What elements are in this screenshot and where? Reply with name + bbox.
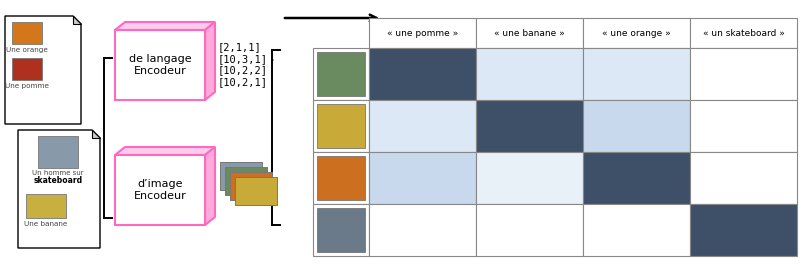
Bar: [690, 48, 797, 100]
Bar: [583, 152, 690, 204]
Polygon shape: [115, 147, 215, 155]
Polygon shape: [205, 22, 215, 100]
Bar: [369, 48, 476, 100]
Bar: [476, 48, 583, 100]
Text: Un homme sur: Un homme sur: [32, 170, 84, 176]
Bar: [583, 204, 690, 256]
Bar: [369, 204, 476, 256]
Bar: [690, 152, 797, 204]
Text: de langage
Encodeur: de langage Encodeur: [129, 54, 191, 76]
Bar: [369, 100, 476, 152]
Bar: [583, 18, 690, 48]
Bar: [313, 204, 369, 256]
Polygon shape: [73, 16, 81, 24]
Bar: [12, 58, 42, 80]
Bar: [317, 156, 365, 200]
Text: skateboard: skateboard: [34, 176, 82, 185]
Bar: [225, 167, 267, 195]
Bar: [476, 100, 583, 152]
Text: Une banane: Une banane: [24, 221, 68, 227]
Text: « une orange »: « une orange »: [602, 28, 671, 38]
Bar: [583, 100, 690, 152]
Bar: [476, 18, 583, 48]
Bar: [690, 18, 797, 48]
Bar: [583, 48, 690, 100]
Text: Une pomme: Une pomme: [5, 83, 49, 89]
Bar: [313, 48, 369, 100]
Polygon shape: [92, 130, 100, 138]
Bar: [369, 152, 476, 204]
Bar: [313, 100, 369, 152]
Bar: [317, 52, 365, 96]
Bar: [317, 208, 365, 252]
Text: [2,1,1]
[10,3,1]
[10,2,2]
[10,2,1]: [2,1,1] [10,3,1] [10,2,2] [10,2,1]: [218, 42, 268, 87]
Bar: [230, 172, 272, 200]
Bar: [690, 204, 797, 256]
Bar: [115, 30, 205, 100]
Bar: [38, 136, 78, 168]
Polygon shape: [205, 147, 215, 225]
Polygon shape: [18, 130, 100, 248]
Text: « une pomme »: « une pomme »: [387, 28, 458, 38]
Text: d’image
Encodeur: d’image Encodeur: [134, 179, 186, 201]
Text: « un skateboard »: « un skateboard »: [702, 28, 785, 38]
Polygon shape: [5, 16, 81, 124]
Bar: [220, 162, 262, 190]
Bar: [317, 104, 365, 148]
Bar: [235, 177, 277, 205]
Bar: [369, 18, 476, 48]
Bar: [115, 155, 205, 225]
Bar: [26, 194, 66, 218]
Polygon shape: [115, 22, 215, 30]
Text: « une banane »: « une banane »: [494, 28, 565, 38]
Bar: [690, 100, 797, 152]
Bar: [476, 204, 583, 256]
Bar: [476, 152, 583, 204]
Text: Une orange: Une orange: [6, 47, 48, 53]
Bar: [313, 152, 369, 204]
Bar: [12, 22, 42, 44]
